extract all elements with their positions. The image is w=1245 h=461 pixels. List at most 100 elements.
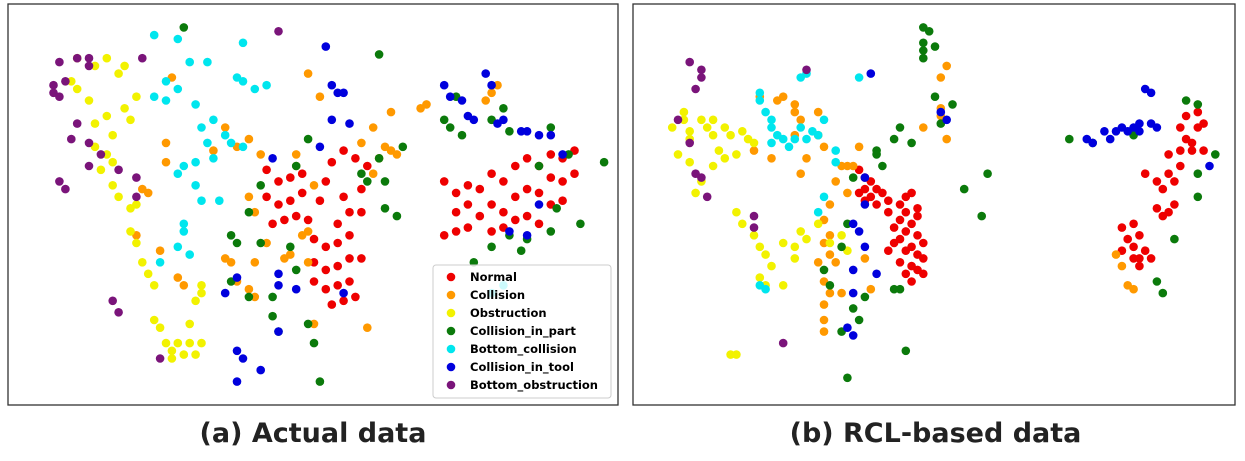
point-normal	[907, 277, 916, 286]
point-bottom-obstruction	[72, 119, 82, 128]
point-collision-in-part	[895, 284, 905, 294]
point-obstruction	[197, 338, 206, 348]
point-obstruction	[778, 281, 788, 290]
point-collision-in-part	[398, 142, 408, 152]
point-bottom-obstruction	[155, 354, 165, 363]
point-normal	[511, 192, 520, 202]
point-bottom-collision	[191, 157, 200, 167]
point-normal	[291, 211, 301, 221]
point-normal	[309, 234, 319, 244]
point-collision-in-tool	[860, 200, 870, 209]
point-normal	[1129, 254, 1138, 263]
point-collision-in-part	[889, 284, 899, 294]
point-bottom-obstruction	[697, 65, 706, 75]
point-normal	[895, 200, 905, 209]
point-bottom-collision	[854, 73, 864, 82]
point-normal	[889, 238, 899, 248]
point-obstruction	[114, 192, 123, 202]
point-collision-in-part	[872, 150, 881, 159]
point-bottom-collision	[755, 88, 765, 98]
point-collision-in-part	[303, 134, 313, 144]
point-obstruction	[790, 254, 800, 263]
legend-marker-collision-in-tool	[446, 362, 456, 372]
point-normal	[345, 207, 354, 217]
point-normal	[522, 154, 532, 163]
point-obstruction	[185, 319, 194, 329]
point-bottom-collision	[197, 196, 206, 205]
point-collision-in-tool	[457, 96, 467, 105]
point-collision-in-tool	[256, 365, 266, 375]
point-collision-in-tool	[333, 88, 343, 98]
point-normal	[345, 277, 354, 286]
point-normal	[878, 188, 887, 198]
point-normal	[451, 188, 461, 198]
point-collision-in-tool	[872, 269, 881, 279]
point-normal	[280, 215, 289, 225]
point-normal	[339, 146, 348, 155]
point-collision	[1129, 284, 1138, 294]
point-normal	[351, 292, 360, 302]
point-bottom-collision	[819, 192, 829, 202]
point-collision	[825, 200, 835, 209]
point-collision	[244, 134, 254, 144]
point-collision	[250, 258, 260, 267]
point-collision-in-tool	[327, 80, 337, 90]
point-collision-in-part	[825, 281, 835, 290]
point-collision-in-part	[901, 346, 911, 356]
legend-marker-collision	[446, 290, 456, 300]
point-obstruction	[697, 115, 706, 125]
point-collision-in-part	[457, 130, 467, 140]
point-obstruction	[778, 238, 788, 248]
point-normal	[309, 277, 319, 286]
point-collision-in-tool	[558, 150, 567, 159]
point-obstruction	[720, 123, 730, 132]
point-collision-in-part	[1170, 234, 1179, 244]
point-collision	[303, 258, 313, 267]
point-bottom-collision	[203, 138, 212, 148]
point-bottom-collision	[767, 115, 776, 125]
point-bottom-obstruction	[55, 177, 64, 186]
point-obstruction	[167, 354, 177, 363]
point-collision-in-part	[291, 161, 301, 171]
point-collision	[244, 192, 254, 202]
point-normal	[1187, 146, 1197, 155]
point-collision	[161, 157, 171, 167]
point-bottom-obstruction	[108, 296, 117, 306]
point-collision-in-tool	[522, 231, 532, 240]
legend: Normal Collision Obstruction Collision_in_p…	[432, 264, 612, 399]
point-collision-in-tool	[339, 88, 348, 98]
point-obstruction	[72, 84, 82, 94]
point-bottom-collision	[819, 115, 829, 125]
point-collision-in-part	[256, 181, 266, 190]
point-bottom-collision	[173, 34, 183, 44]
point-bottom-collision	[831, 157, 840, 167]
point-collision-in-part	[930, 92, 940, 101]
point-collision-in-tool	[546, 130, 556, 140]
point-normal	[546, 150, 556, 159]
point-collision-in-part	[534, 161, 544, 171]
point-collision-in-tool	[268, 154, 277, 163]
legend-box	[432, 264, 612, 399]
point-normal	[1176, 123, 1185, 132]
point-obstruction	[167, 346, 177, 356]
point-obstruction	[767, 261, 776, 271]
point-normal	[286, 196, 295, 205]
point-bottom-collision	[813, 207, 823, 217]
point-normal	[274, 177, 283, 186]
point-normal	[363, 161, 372, 171]
point-normal	[321, 242, 331, 252]
point-normal	[884, 196, 893, 205]
point-collision	[767, 154, 776, 163]
point-collision-in-tool	[327, 115, 337, 125]
point-normal	[439, 177, 449, 186]
point-bottom-collision	[185, 250, 194, 259]
point-collision-in-part	[1158, 288, 1168, 298]
point-obstruction	[790, 242, 800, 252]
point-collision-in-part	[244, 292, 254, 302]
point-bottom-obstruction	[55, 92, 64, 101]
point-collision-in-part	[439, 115, 449, 125]
point-collision	[368, 169, 378, 178]
point-obstruction	[108, 157, 117, 167]
scatter-points	[667, 23, 1220, 383]
point-bottom-obstruction	[274, 27, 283, 36]
